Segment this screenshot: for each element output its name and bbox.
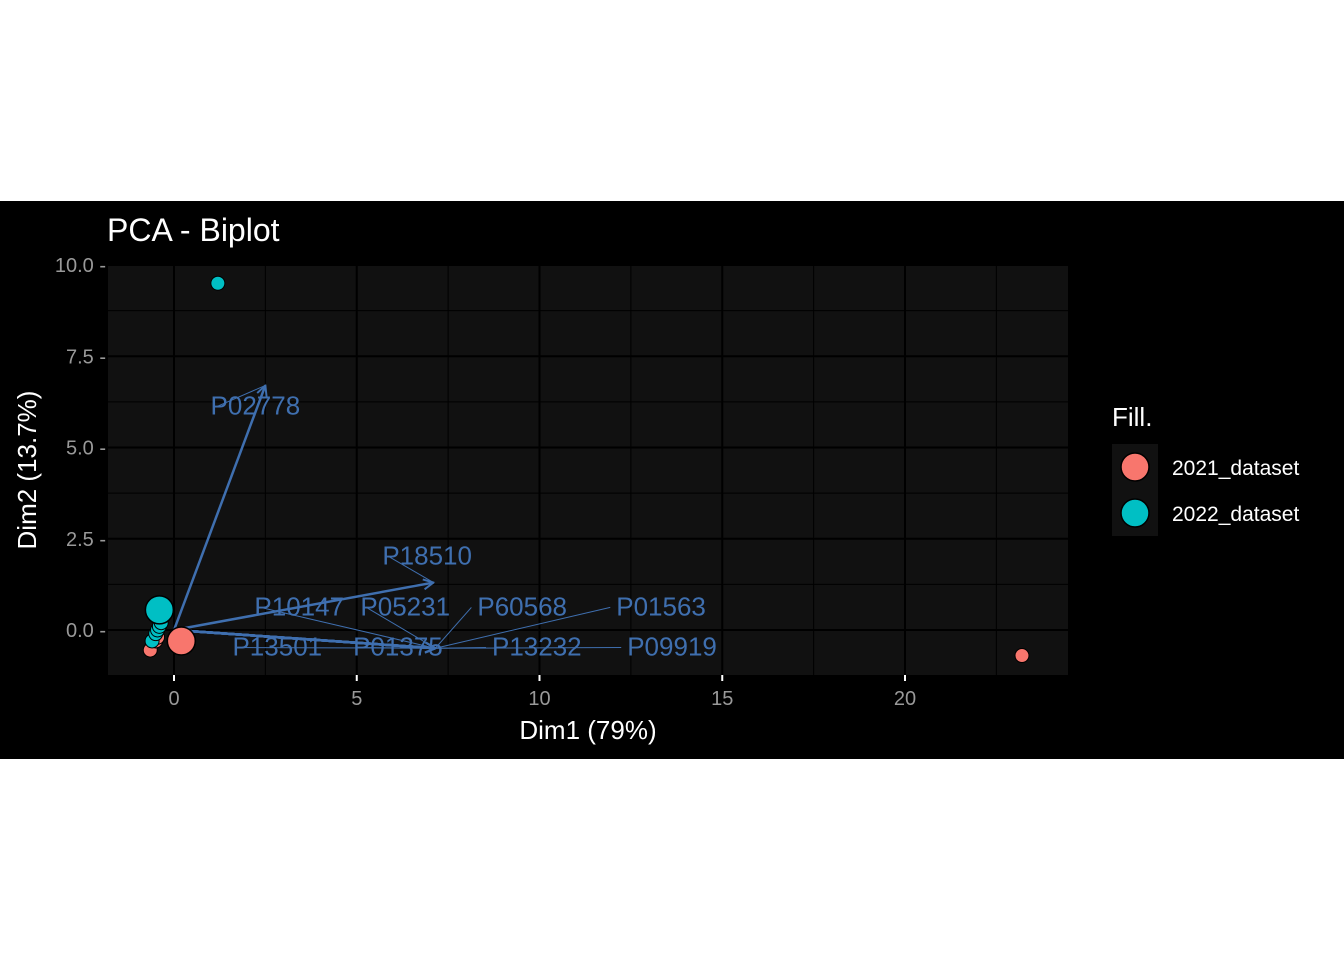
legend-title: Fill. [1112, 402, 1152, 432]
chart-title: PCA - Biplot [107, 212, 280, 248]
y-tick-label: 2.5 - [66, 529, 106, 551]
variable-arrow [173, 583, 434, 632]
variable-labels: P02778 P18510 P10147 P05231 P60568 P01563 P135… [211, 391, 717, 662]
label-leader-line [388, 555, 434, 583]
legend-key-swatch [1120, 452, 1150, 482]
y-tick-label: 7.5 - [66, 346, 106, 368]
group-centroid [144, 595, 175, 625]
data-points [142, 275, 1030, 664]
variable-label: P09919 [627, 632, 717, 662]
variable-label: P13232 [492, 632, 582, 662]
x-tick-label: 0 [168, 688, 179, 710]
variable-label: P01375 [353, 632, 443, 662]
variable-label: P10147 [254, 591, 344, 621]
y-tick-label: 10.0 - [55, 255, 106, 277]
plot-panel [108, 265, 1068, 675]
variable-label: P02778 [211, 391, 301, 421]
label-leader-line [260, 606, 436, 649]
x-tick-label: 15 [711, 688, 733, 710]
data-point [1014, 648, 1030, 664]
variable-arrow [173, 628, 435, 648]
legend-label: 2021_dataset [1172, 457, 1299, 480]
y-axis-label: Dim2 (13.7%) [12, 391, 42, 550]
legend: Fill. 2021_dataset 2022_dataset [1112, 402, 1299, 536]
group-centroid [166, 626, 197, 656]
variable-label: P05231 [360, 591, 450, 621]
x-axis-label: Dim1 (79%) [519, 715, 656, 745]
label-leader-line [216, 384, 266, 408]
variable-label: P18510 [382, 540, 472, 570]
variable-label: P01563 [616, 591, 706, 621]
variable-label: P60568 [477, 591, 567, 621]
variable-vectors [172, 384, 622, 649]
y-tick-label: 5.0 - [66, 438, 106, 460]
label-leader-line [435, 647, 622, 649]
variable-label: P13501 [232, 632, 322, 662]
label-leader-line [366, 606, 436, 649]
legend-label: 2022_dataset [1172, 503, 1299, 526]
variable-arrow [172, 385, 265, 631]
label-leader-line [435, 606, 611, 649]
label-leader-line [434, 607, 472, 649]
data-point [210, 275, 226, 291]
x-tick-label: 20 [894, 688, 916, 710]
grid-lines [108, 264, 1068, 675]
x-tick-label: 10 [528, 688, 550, 710]
axes: 0 5 10 15 20 0.0 - 2.5 - 5.0 - 7.5 - 10.0 - [55, 255, 916, 710]
x-tick-label: 5 [351, 688, 362, 710]
legend-key-swatch [1120, 498, 1150, 528]
y-tick-label: 0.0 - [66, 620, 106, 642]
